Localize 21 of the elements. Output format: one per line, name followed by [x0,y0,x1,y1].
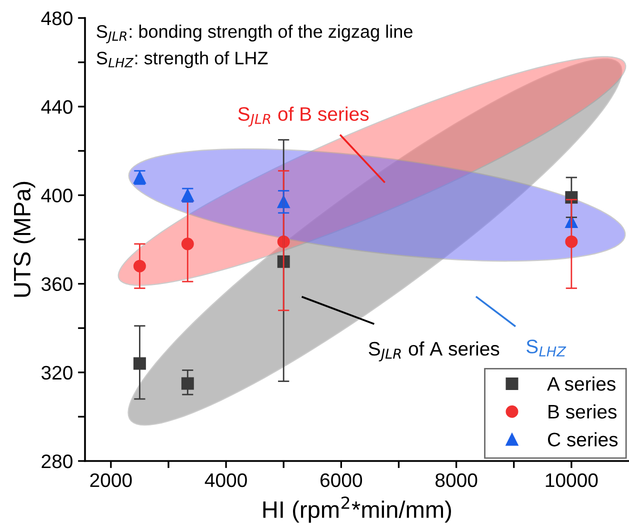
annotation: S$_{JLR}$ of A series [368,341,500,362]
y-tick-label: 480 [41,11,72,26]
y-tick-label: 320 [41,366,72,380]
legend-label: A series [547,376,616,391]
y-tick-label: 440 [41,100,72,114]
annotation: S$_{JLR}$ of B series [238,106,369,127]
x-tick-label: 6000 [320,473,362,488]
annotation: S$_{LHZ}$: strength of LHZ [96,51,268,68]
x-tick-label: 10000 [546,473,598,488]
annotation: S$_{LHZ}$ [526,340,566,356]
y-tick-label: 360 [41,277,72,292]
y-tick-label: 280 [42,454,72,468]
legend-label: C series [548,432,618,446]
x-tick-label: 8000 [436,473,478,488]
y-tick-label: 400 [41,188,72,202]
x-axis-title: HI (rpm$^{2}$*min/mm) [263,496,451,523]
annotation: S$_{JLR}$: bonding strength of the zigzag line [96,24,412,44]
x-tick-label: 2000 [90,473,132,488]
y-axis-title: UTS (MPa) [13,182,36,297]
x-tick-label: 4000 [204,473,247,488]
legend-label: B series [548,404,617,419]
